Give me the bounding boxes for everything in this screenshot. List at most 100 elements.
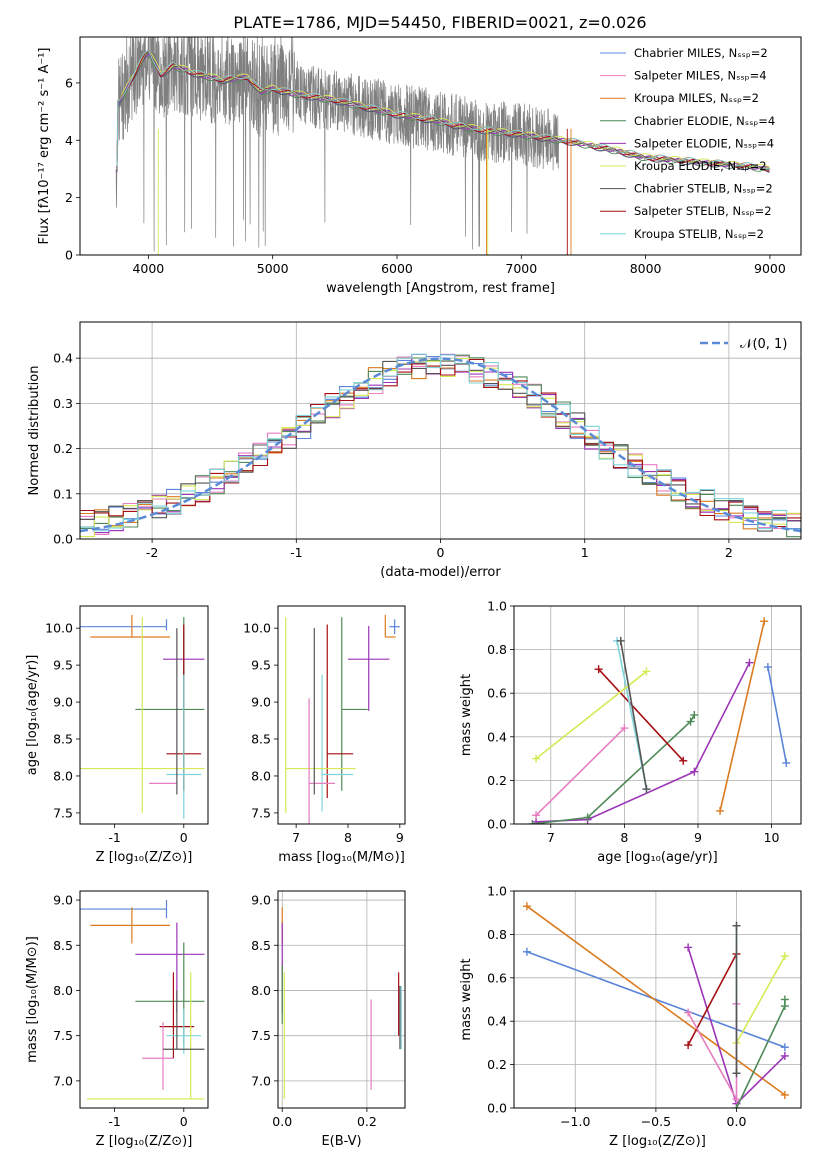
y-tick-label: 8.0 bbox=[251, 768, 271, 783]
y-tick-label: 0.4 bbox=[487, 729, 507, 744]
error-bar-point bbox=[326, 624, 354, 799]
error-bar-point bbox=[142, 1022, 174, 1090]
x-axis-label: Z [log₁₀(Z/Z⊙)] bbox=[96, 850, 193, 865]
weight-series bbox=[613, 636, 651, 794]
x-axis-label: wavelength [Angstrom, rest frame] bbox=[326, 281, 555, 296]
error-bar-point bbox=[90, 907, 170, 944]
weight-line bbox=[735, 955, 786, 1044]
y-tick-label: 0.4 bbox=[487, 1014, 507, 1029]
x-tick-label: 8 bbox=[620, 830, 628, 845]
legend: 𝒩(0, 1) bbox=[700, 337, 787, 352]
weight-line bbox=[619, 640, 648, 790]
weight-line bbox=[687, 1003, 738, 1103]
weight-line bbox=[536, 662, 751, 823]
normal-curve bbox=[80, 357, 801, 533]
weight-series bbox=[532, 667, 651, 763]
weight-series bbox=[732, 995, 789, 1108]
weight-line bbox=[735, 999, 786, 1108]
weight-series bbox=[528, 711, 699, 824]
x-tick-label: 6000 bbox=[381, 261, 413, 276]
y-tick-label: 0.2 bbox=[53, 441, 73, 456]
plot-area bbox=[514, 891, 801, 1108]
axes-mass-vs-Z: -1 0 7.0 7.5 8.0 8.5 9.0 Z [log₁₀(Z/Z⊙)] mass [l… bbox=[25, 890, 209, 1149]
axes-weight-vs-age: 7 8 9 10 0.0 0.2 0.4 0.6 0.8 1.0 age [log₁₀(age/yr… bbox=[459, 599, 802, 865]
y-tick-label: 0.0 bbox=[487, 817, 507, 832]
x-tick-label: 7 bbox=[547, 830, 555, 845]
weight-series bbox=[684, 949, 741, 1050]
y-tick-label: 7.0 bbox=[53, 1073, 73, 1088]
weight-series bbox=[716, 617, 769, 815]
weight-series bbox=[616, 636, 651, 794]
error-bar-point bbox=[308, 698, 336, 824]
error-bar-point bbox=[321, 674, 354, 812]
legend-label: Kroupa STELIB, Nₛₛₚ=2 bbox=[634, 227, 764, 241]
figure-title: PLATE=1786, MJD=54450, FIBERID=0021, z=0… bbox=[233, 13, 646, 32]
y-tick-label: 0.2 bbox=[487, 1057, 507, 1072]
plot-area bbox=[80, 322, 801, 539]
weight-line bbox=[535, 727, 625, 816]
error-bar-point bbox=[166, 1008, 202, 1054]
error-bar-point bbox=[341, 617, 368, 791]
y-axis-label: mass [log₁₀(M/M⊙)] bbox=[25, 936, 40, 1063]
x-tick-label: 10 bbox=[764, 830, 780, 845]
x-tick-label: 7000 bbox=[505, 261, 537, 276]
x-tick-label: 7 bbox=[292, 830, 300, 845]
axes-frame bbox=[277, 890, 406, 1109]
model-line bbox=[115, 51, 770, 173]
weight-line bbox=[687, 953, 738, 1046]
weight-series bbox=[684, 943, 789, 1108]
x-tick-label: -1 bbox=[290, 545, 302, 560]
x-tick-label: 0.0 bbox=[727, 1114, 747, 1129]
y-tick-label: 9.0 bbox=[251, 695, 271, 710]
error-bar-point bbox=[80, 619, 168, 631]
y-tick-label: 10.0 bbox=[243, 621, 271, 636]
weight-series bbox=[594, 665, 688, 765]
x-tick-label: -1 bbox=[108, 830, 120, 845]
legend-label: Kroupa ELODIE, Nₛₛₚ=2 bbox=[634, 159, 767, 173]
x-tick-label: 9000 bbox=[754, 261, 786, 276]
y-tick-label: 7.0 bbox=[251, 1073, 271, 1088]
y-tick-label: 0.6 bbox=[487, 970, 507, 985]
residual-histogram bbox=[80, 353, 801, 532]
y-axis-label: Flux [fλ10⁻¹⁷ erg cm⁻² s⁻¹ A⁻¹] bbox=[37, 48, 52, 245]
axes-weight-vs-Z: −1.0 −0.5 0.0 0.0 0.2 0.4 0.6 0.8 1.0 Z [log₁₀(Z/… bbox=[459, 884, 802, 1149]
y-tick-label: 8.0 bbox=[53, 983, 73, 998]
x-axis-label: E(B-V) bbox=[321, 1134, 361, 1149]
y-tick-label: 0.3 bbox=[53, 396, 73, 411]
weight-series bbox=[763, 663, 791, 767]
weight-series bbox=[532, 724, 629, 820]
y-tick-label: 2 bbox=[65, 190, 73, 205]
legend-label: Salpeter MILES, Nₛₛₚ=4 bbox=[634, 69, 767, 83]
x-tick-label: 0.0 bbox=[272, 1114, 292, 1129]
plot-area bbox=[514, 606, 801, 824]
error-bar-point bbox=[86, 972, 205, 1100]
y-tick-label: 7.5 bbox=[251, 805, 271, 820]
y-tick-label: 6 bbox=[65, 75, 73, 90]
error-bar-point bbox=[90, 614, 170, 638]
y-tick-label: 0.4 bbox=[53, 351, 73, 366]
legend-label: Kroupa MILES, Nₛₛₚ=2 bbox=[634, 91, 759, 105]
x-tick-label: 0.2 bbox=[357, 1114, 377, 1129]
x-tick-label: −1.0 bbox=[560, 1114, 590, 1129]
weight-line bbox=[535, 670, 647, 760]
axes-frame bbox=[79, 605, 209, 825]
weight-series bbox=[522, 902, 789, 1099]
weight-series bbox=[522, 947, 789, 1052]
axes-residuals: -2 -1 0 1 2 0.0 0.1 0.2 0.3 0.4 (data-model)/error… bbox=[27, 321, 802, 580]
legend-label: Chabrier STELIB, Nₛₛₚ=2 bbox=[634, 182, 773, 196]
plot-area bbox=[80, 614, 205, 819]
weight-series bbox=[532, 658, 754, 824]
x-tick-label: 2 bbox=[725, 545, 733, 560]
x-tick-label: 1 bbox=[581, 545, 589, 560]
error-bar-point bbox=[166, 674, 202, 819]
x-axis-label: mass [log₁₀(M/M⊙)] bbox=[278, 850, 405, 865]
y-tick-label: 0.0 bbox=[53, 532, 73, 547]
plot-area bbox=[278, 891, 405, 1108]
y-tick-label: 0.0 bbox=[487, 1101, 507, 1116]
x-tick-label: 9 bbox=[396, 830, 404, 845]
x-tick-label: 8 bbox=[344, 830, 352, 845]
error-bar-point bbox=[384, 614, 396, 638]
y-axis-label: mass weight bbox=[459, 958, 474, 1040]
x-axis-label: (data-model)/error bbox=[380, 565, 501, 580]
